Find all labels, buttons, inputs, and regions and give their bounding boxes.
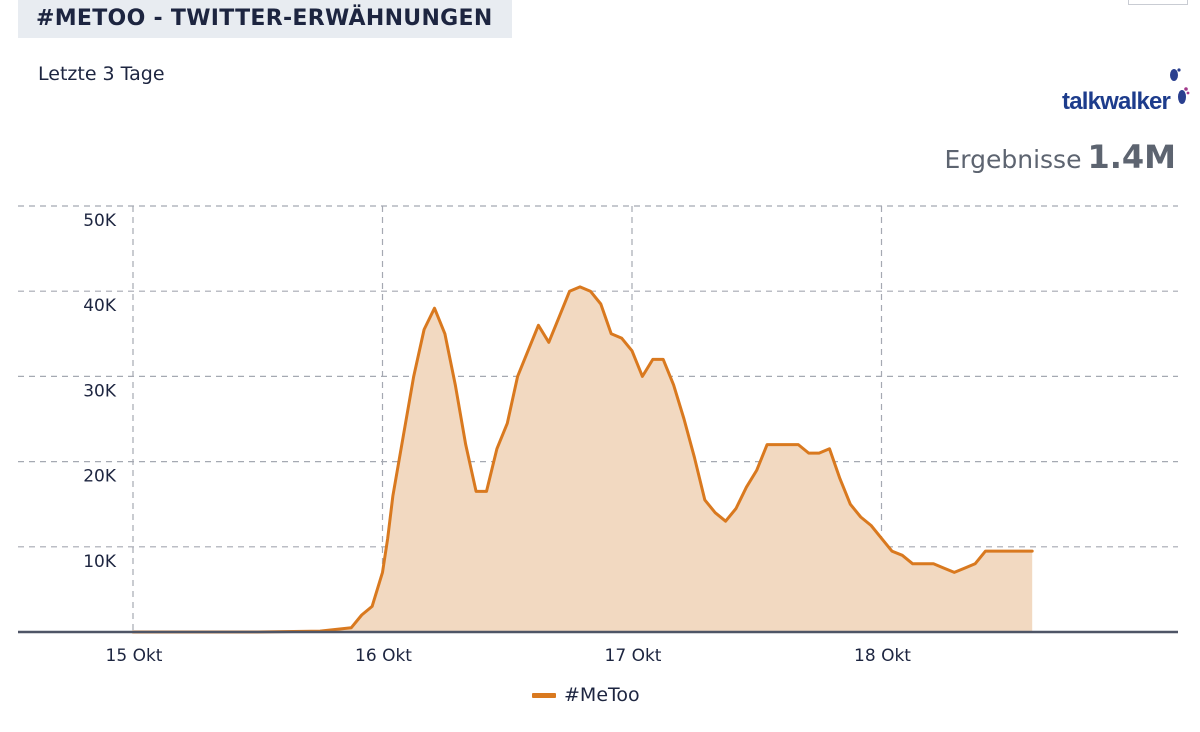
legend-label: #MeToo [564, 684, 640, 706]
legend[interactable]: #MeToo [532, 684, 640, 706]
x-tick-label: 17 Okt [605, 646, 662, 666]
series-area-fill [133, 286, 1033, 632]
logo-text: talkwalker [1062, 88, 1171, 115]
y-tick-label: 40K [83, 296, 117, 316]
y-tick-label: 50K [83, 211, 117, 231]
x-tick-label: 16 Okt [355, 646, 412, 666]
title-bar [18, 0, 512, 38]
results-summary: Ergebnisse 1.4M [944, 138, 1176, 176]
chart-title: #METOO - TWITTER-ERWÄHNUNGEN [36, 6, 493, 31]
plot-area [131, 285, 1034, 634]
x-tick-label: 18 Okt [854, 646, 911, 666]
legend-swatch [532, 692, 556, 698]
results-value: 1.4M [1087, 138, 1176, 176]
chart-subtitle: Letzte 3 Tage [38, 63, 165, 85]
corner-control[interactable] [1128, 0, 1188, 5]
results-label: Ergebnisse [944, 145, 1082, 174]
footprints-icon [1170, 68, 1190, 104]
x-tick-label: 15 Okt [106, 646, 163, 666]
axes: 10K 20K 30K 40K 50K 15 Okt 16 Okt 17 Okt 18 Okt [18, 211, 1178, 666]
talkwalker-logo: talkwalker [1062, 68, 1190, 120]
y-tick-label: 20K [83, 467, 117, 487]
y-tick-label: 10K [83, 552, 117, 572]
y-tick-label: 30K [83, 381, 117, 401]
series-line [131, 285, 1034, 634]
